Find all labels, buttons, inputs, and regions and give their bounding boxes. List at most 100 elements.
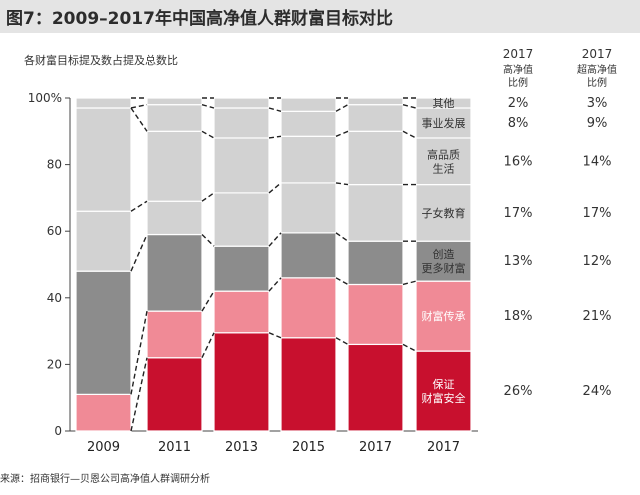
- bar-segment: [347, 343, 404, 432]
- table-header: 2017: [582, 47, 613, 61]
- bar-segment: [146, 357, 203, 432]
- stacked-bar-chart: 各财富目标提及数占提及总数比 0 20 40 60 80 100% 2009 2011 2013 2…: [24, 47, 617, 455]
- bar-segment: [347, 183, 404, 242]
- bar-segment: [415, 280, 472, 352]
- bar-segment: [347, 104, 404, 132]
- table-value: 26%: [504, 384, 533, 399]
- connector-line: [201, 234, 215, 247]
- bar-segment: [75, 210, 132, 272]
- connector-line: [402, 103, 417, 109]
- bar-segment: [213, 97, 270, 109]
- connector-line: [335, 277, 349, 286]
- table-value: 3%: [587, 96, 608, 111]
- bar-segment: [213, 245, 270, 292]
- legend-label: 财富传承: [422, 309, 466, 323]
- legend-label: 保证: [433, 377, 455, 391]
- y-tick-label: 40: [47, 291, 62, 305]
- connector-line: [268, 332, 282, 339]
- bar-segment: [280, 97, 337, 112]
- bar-segment: [213, 107, 270, 139]
- bar-segment: [347, 240, 404, 286]
- table-header: 2017: [503, 47, 534, 61]
- bar-segment: [347, 97, 404, 106]
- bar-segment: [146, 200, 203, 236]
- bar-segment: [280, 182, 337, 234]
- bar-segment: [213, 137, 270, 194]
- table-value: 16%: [504, 154, 533, 169]
- bar-segment: [75, 270, 132, 395]
- connector-line: [402, 343, 417, 352]
- table-value: 21%: [583, 309, 612, 324]
- x-tick-label: 2011: [158, 440, 191, 455]
- bar-segment: [415, 240, 472, 282]
- bar-segment: [415, 183, 472, 242]
- table-value: 24%: [583, 384, 612, 399]
- legend-label: 其他: [433, 97, 455, 110]
- connector-line: [201, 130, 215, 139]
- connector-line: [268, 232, 282, 247]
- legend-label: 高品质: [427, 147, 460, 161]
- bar-segment: [146, 97, 203, 106]
- bar-segment: [75, 97, 132, 109]
- legend-label: 创造: [433, 247, 455, 261]
- table-value: 17%: [583, 206, 612, 221]
- connector-line: [335, 337, 349, 346]
- connector-line: [130, 310, 148, 395]
- bar-segment: [213, 332, 270, 432]
- legend-label: 子女教育: [422, 206, 466, 220]
- connector-line: [130, 107, 148, 132]
- title-bar: [0, 0, 640, 33]
- connector-line: [402, 280, 417, 286]
- table-value: 13%: [504, 254, 533, 269]
- chart-title: 图7：2009–2017年中国高净值人群财富目标对比: [6, 9, 393, 29]
- table-value: 17%: [504, 206, 533, 221]
- connector-line: [201, 332, 215, 359]
- bar-segment: [415, 137, 472, 186]
- connector-line: [201, 192, 215, 202]
- connector-line: [268, 107, 282, 112]
- legend-label: 财富安全: [422, 391, 466, 405]
- bar-segment: [347, 283, 404, 346]
- legend-label: 更多财富: [422, 261, 466, 275]
- y-tick-label: 60: [47, 224, 62, 238]
- bar-segment: [213, 290, 270, 334]
- connector-line: [335, 182, 349, 186]
- bar-segment: [146, 233, 203, 312]
- x-tick-label: 2009: [87, 440, 120, 455]
- connector-line: [130, 103, 148, 109]
- y-tick-label: 80: [47, 158, 62, 172]
- bar-segment: [280, 232, 337, 279]
- y-tick-label: 100%: [28, 91, 62, 105]
- connector-line: [268, 277, 282, 292]
- connector-line: [268, 182, 282, 194]
- y-tick-label: 0: [54, 424, 62, 438]
- connector-line: [402, 130, 417, 139]
- x-tick-label: 2017: [359, 440, 392, 455]
- bar-segment: [280, 277, 337, 339]
- table-header: 超高净值: [577, 63, 617, 76]
- table-value: 9%: [587, 116, 608, 131]
- source-note: 来源：招商银行—贝恩公司高净值人群调研分析: [0, 474, 210, 485]
- bar-segment: [75, 107, 132, 212]
- legend-label: 事业发展: [422, 116, 466, 130]
- connector-line: [130, 234, 148, 272]
- x-tick-label: 2017: [427, 440, 460, 455]
- connector-line: [130, 357, 148, 432]
- bar-segment: [347, 130, 404, 186]
- bar-segment: [415, 97, 472, 109]
- bar-segment: [146, 130, 203, 202]
- connector-line: [201, 290, 215, 312]
- connector-line: [335, 130, 349, 137]
- bar-segment: [280, 135, 337, 184]
- x-tick-label: 2015: [292, 440, 325, 455]
- connector-line: [268, 135, 282, 139]
- bar-segment: [75, 393, 132, 432]
- y-axis-title: 各财富目标提及数占提及总数比: [24, 53, 178, 67]
- table-value: 18%: [504, 309, 533, 324]
- bar-segment: [280, 110, 337, 137]
- connector-line: [201, 103, 215, 109]
- table-header: 比例: [508, 76, 528, 89]
- connector-line: [130, 200, 148, 212]
- bar-segment: [415, 350, 472, 432]
- x-tick-label: 2013: [225, 440, 258, 455]
